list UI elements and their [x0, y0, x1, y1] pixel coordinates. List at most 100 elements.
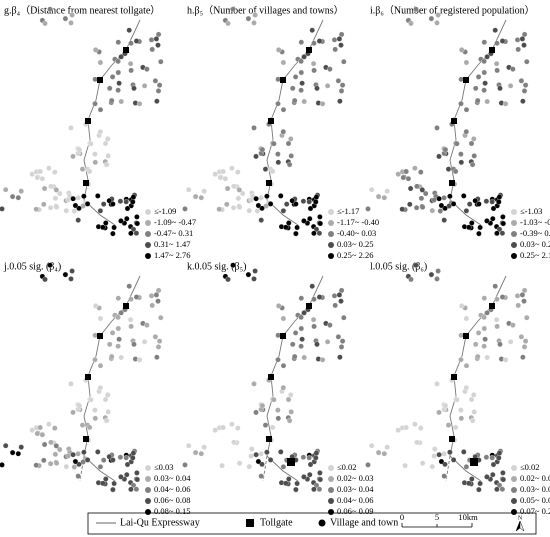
village: [294, 480, 300, 487]
village: [220, 424, 226, 431]
village: [405, 175, 412, 182]
village: [115, 39, 122, 45]
village: [48, 183, 54, 190]
village: [413, 262, 419, 268]
village: [400, 174, 407, 181]
tollgate: [451, 118, 457, 124]
village: [117, 454, 124, 460]
legend-label: 0.25~ 2.10: [520, 250, 550, 260]
tollgate: [306, 303, 312, 309]
village: [301, 310, 307, 316]
village: [309, 283, 315, 289]
village: [476, 201, 482, 207]
village: [317, 214, 323, 220]
village: [127, 60, 134, 67]
village: [253, 195, 259, 202]
village: [280, 384, 287, 391]
legend-dot: [145, 253, 151, 259]
village: [236, 460, 243, 466]
village: [481, 314, 487, 321]
village: [458, 159, 465, 166]
village: [92, 151, 98, 157]
tollgate: [266, 180, 272, 186]
legend-label: 0.03~ 0.04: [337, 484, 374, 494]
village: [418, 425, 424, 431]
village: [97, 106, 104, 113]
village: [314, 85, 320, 92]
village: [438, 458, 445, 465]
village: [198, 194, 205, 201]
tollgate: [83, 436, 89, 442]
village: [316, 230, 323, 236]
village: [463, 362, 470, 369]
village: [310, 316, 317, 323]
village: [313, 194, 320, 200]
tollgate: [463, 333, 469, 339]
village: [2, 186, 9, 193]
village: [216, 206, 222, 212]
village: [124, 471, 130, 478]
legend-label: 1.47~ 2.76: [154, 250, 190, 260]
tollgate: [266, 436, 272, 442]
village: [494, 486, 500, 493]
village: [454, 140, 460, 147]
village: [332, 302, 338, 309]
village: [245, 271, 252, 278]
village: [298, 58, 304, 65]
village: [68, 20, 74, 26]
village: [468, 140, 475, 147]
village: [310, 60, 317, 67]
village: [332, 46, 338, 53]
village: [484, 98, 490, 105]
village: [434, 125, 440, 131]
village: [102, 396, 109, 403]
village: [299, 80, 305, 86]
key-text: Tollgate: [260, 517, 293, 528]
legend-label: -1.03~ -0.39: [520, 217, 550, 227]
village: [224, 185, 231, 192]
village: [482, 336, 488, 342]
village: [72, 202, 79, 209]
village: [255, 458, 262, 465]
village: [149, 46, 155, 53]
village: [317, 476, 324, 483]
village: [124, 461, 131, 468]
village: [68, 381, 74, 387]
village: [298, 39, 305, 45]
village: [56, 190, 63, 197]
legend-label: 0.05~ 0.07: [520, 495, 550, 505]
village: [475, 74, 482, 80]
village: [445, 422, 452, 428]
village: [454, 396, 460, 403]
village: [271, 140, 277, 147]
village: [298, 69, 305, 76]
tollgate: [280, 333, 286, 339]
village: [41, 201, 47, 208]
village: [458, 407, 464, 413]
village: [331, 293, 338, 299]
village: [434, 20, 440, 26]
village: [253, 451, 259, 458]
village: [469, 476, 475, 482]
village: [418, 195, 425, 202]
north-arrow: [519, 520, 525, 532]
village: [235, 425, 241, 431]
village: [103, 417, 110, 424]
village: [298, 325, 305, 332]
village: [105, 136, 111, 142]
village: [494, 296, 500, 302]
village: [182, 206, 188, 212]
village: [133, 230, 140, 236]
village: [375, 449, 382, 456]
tollgate: [449, 180, 455, 186]
legend-label: 0.04~ 0.06: [154, 484, 190, 494]
tollgate: [451, 374, 457, 380]
legend-dot: [145, 487, 151, 493]
legend-dot: [511, 253, 517, 259]
scale-label: 0: [400, 512, 404, 522]
village: [56, 446, 63, 453]
village: [97, 362, 104, 369]
village: [419, 460, 426, 466]
village: [492, 283, 498, 289]
village: [105, 392, 111, 398]
